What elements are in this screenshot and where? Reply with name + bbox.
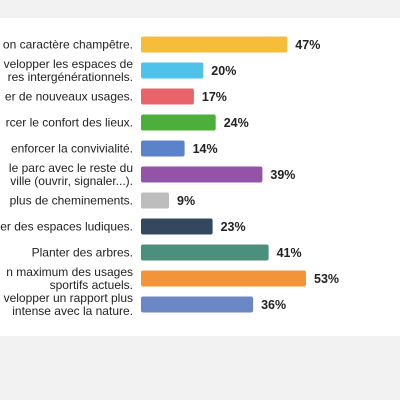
- category-label-5-line-0: le parc avec le reste du: [9, 161, 133, 175]
- bar-3: [141, 114, 216, 131]
- bar-8: [141, 244, 269, 261]
- value-label-3: 24%: [224, 116, 249, 130]
- bar-9: [141, 270, 306, 287]
- bar-10: [141, 296, 254, 313]
- category-label-3: rcer le confort des lieux.: [6, 116, 133, 130]
- bar-2: [141, 88, 194, 105]
- bar-6: [141, 192, 169, 209]
- category-label-6: plus de cheminements.: [10, 194, 133, 208]
- value-label-2: 17%: [202, 90, 227, 104]
- bar-4: [141, 140, 185, 157]
- chart-panel: on caractère champêtre. 47% velopper les e…: [0, 18, 400, 336]
- value-label-10: 36%: [261, 298, 286, 312]
- value-label-8: 41%: [277, 246, 302, 260]
- value-label-1: 20%: [211, 64, 236, 78]
- bar-0: [141, 36, 288, 53]
- value-label-0: 47%: [295, 38, 320, 52]
- category-label-2: er de nouveaux usages.: [5, 90, 133, 104]
- value-label-4: 14%: [193, 142, 218, 156]
- category-label-1-line-1: res intergénérationnels.: [8, 70, 133, 84]
- bar-1: [141, 62, 204, 79]
- bar-5: [141, 166, 263, 183]
- category-label-1-line-0: velopper les espaces de: [4, 57, 134, 71]
- category-label-9-line-0: n maximum des usages: [6, 265, 133, 279]
- value-label-9: 53%: [314, 272, 339, 286]
- bar-chart: on caractère champêtre. 47% velopper les e…: [0, 36, 339, 318]
- category-label-8: Planter des arbres.: [32, 246, 133, 260]
- category-label-9-line-1: sportifs actuels.: [50, 278, 133, 292]
- bar-7: [141, 218, 213, 235]
- value-label-7: 23%: [221, 220, 246, 234]
- value-label-5: 39%: [270, 168, 295, 182]
- category-label-5-line-1: ville (ouvrir, signaler...).: [10, 174, 133, 188]
- category-label-10-line-0: velopper un rapport plus: [4, 291, 133, 305]
- value-label-6: 9%: [177, 194, 195, 208]
- category-label-7: er des espaces ludiques.: [0, 220, 133, 234]
- category-label-0: on caractère champêtre.: [3, 38, 133, 52]
- category-label-10-line-1: intense avec la nature.: [12, 304, 133, 318]
- category-label-4: enforcer la convivialité.: [11, 142, 133, 156]
